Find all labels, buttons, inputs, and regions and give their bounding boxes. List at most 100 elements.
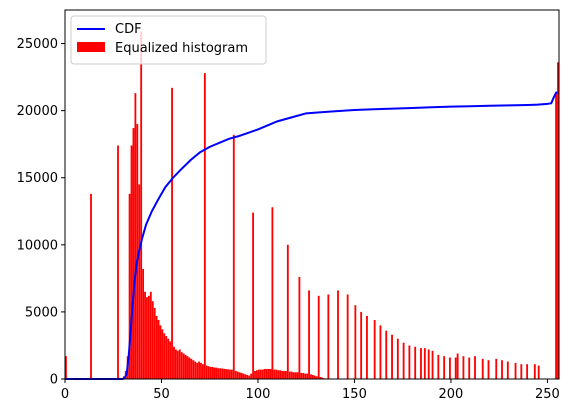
- histogram-bar: [254, 370, 256, 379]
- histogram-bar: [456, 353, 459, 379]
- histogram-bar: [391, 334, 393, 379]
- histogram-bar: [481, 358, 484, 379]
- histogram-bar: [180, 352, 183, 379]
- histogram-bar: [142, 268, 145, 379]
- histogram-bar: [337, 290, 339, 379]
- y-tick-label: 15000: [17, 171, 58, 186]
- histogram-bar: [65, 356, 67, 379]
- histogram-bar: [240, 372, 243, 379]
- histogram-bar: [252, 212, 255, 379]
- histogram-bar: [408, 345, 411, 379]
- histogram-bar: [288, 371, 291, 379]
- histogram-bar: [144, 291, 146, 379]
- histogram-bar: [149, 291, 152, 379]
- histogram-bar: [290, 371, 293, 379]
- histogram-bar: [501, 360, 503, 379]
- y-tick-label: 0: [50, 373, 58, 388]
- histogram-bar: [202, 364, 204, 379]
- histogram-bar: [165, 336, 168, 379]
- histogram-bar: [306, 373, 309, 379]
- histogram-bar: [232, 134, 235, 379]
- histogram-bar: [196, 362, 199, 379]
- x-tick-label: 100: [246, 387, 271, 402]
- histogram-bar: [234, 370, 237, 379]
- x-tick-label: 200: [439, 387, 464, 402]
- legend-histogram-swatch: [77, 42, 105, 52]
- histogram-bar: [298, 277, 301, 379]
- histogram-bar: [313, 375, 316, 379]
- histogram-bar: [286, 244, 289, 379]
- histogram-bar: [207, 366, 210, 379]
- histogram-bar: [117, 145, 119, 379]
- histogram-bar: [190, 358, 193, 379]
- histogram-bar: [283, 370, 285, 379]
- histogram-bar: [414, 346, 417, 379]
- histogram-bar: [462, 356, 465, 379]
- histogram-bar: [161, 329, 164, 379]
- histogram-bar: [555, 91, 557, 379]
- histogram-bar: [225, 369, 227, 379]
- histogram-bar: [437, 354, 440, 379]
- histogram-bar: [90, 193, 92, 379]
- histogram-bar: [130, 145, 133, 379]
- histogram-bar: [211, 366, 214, 379]
- histogram-bar: [281, 370, 283, 379]
- histogram-bar: [284, 370, 287, 379]
- histogram-bar: [236, 371, 239, 379]
- y-tick-label: 5000: [25, 305, 58, 320]
- histogram-bar: [147, 295, 150, 379]
- plot-frame: [64, 9, 560, 380]
- histogram-bar: [173, 346, 175, 379]
- histogram-bar: [153, 307, 156, 379]
- histogram-bar: [256, 370, 258, 379]
- histogram-bar: [186, 356, 189, 379]
- histogram-bar: [366, 315, 368, 379]
- x-tick-label: 50: [153, 387, 170, 402]
- histogram-bar: [273, 369, 276, 379]
- histogram-bar: [151, 301, 154, 379]
- histogram-bar: [277, 370, 280, 379]
- histogram-bar: [209, 366, 212, 379]
- histogram-bar: [230, 369, 233, 379]
- histogram-bar: [242, 373, 245, 379]
- histogram-bar: [360, 311, 363, 379]
- histogram-bar: [300, 372, 303, 379]
- histogram-bar: [221, 368, 224, 379]
- histogram-bar: [200, 362, 202, 379]
- histogram-bar: [176, 350, 179, 379]
- histogram-bar: [373, 319, 376, 379]
- histogram-bar: [379, 325, 382, 379]
- histogram-bar: [385, 330, 388, 379]
- histogram-bar: [138, 184, 141, 379]
- y-tick-label: 25000: [17, 37, 58, 52]
- histogram-bar: [312, 374, 314, 379]
- histogram-bar: [443, 356, 446, 379]
- histogram-bar: [171, 87, 173, 379]
- histogram-bar: [294, 372, 297, 379]
- histogram-bar: [454, 357, 457, 379]
- y-tick-label: 10000: [17, 238, 58, 253]
- histogram-bar: [146, 297, 148, 379]
- legend-cdf-label: CDF: [115, 22, 142, 37]
- histogram-bar: [203, 73, 206, 379]
- histogram-bar: [227, 369, 229, 379]
- histogram-bar: [192, 360, 195, 379]
- histogram-bar: [229, 369, 231, 379]
- histogram-bar: [302, 372, 305, 379]
- histogram-bar: [402, 342, 405, 379]
- legend-histogram-label: Equalized histogram: [115, 41, 248, 56]
- histogram-bar: [308, 290, 310, 379]
- histogram-bar: [184, 354, 187, 379]
- histogram-bar: [319, 376, 322, 379]
- histogram-bar: [468, 357, 471, 379]
- histogram-bar: [423, 348, 426, 379]
- histogram-bar: [292, 372, 295, 379]
- histogram-bar: [420, 348, 422, 379]
- histogram-bar: [317, 295, 320, 379]
- histogram-bar: [134, 93, 137, 379]
- histogram-bar: [163, 333, 166, 379]
- x-tick-label: 150: [342, 387, 367, 402]
- histogram-bar: [487, 360, 490, 379]
- cdf-line-group: [65, 91, 558, 380]
